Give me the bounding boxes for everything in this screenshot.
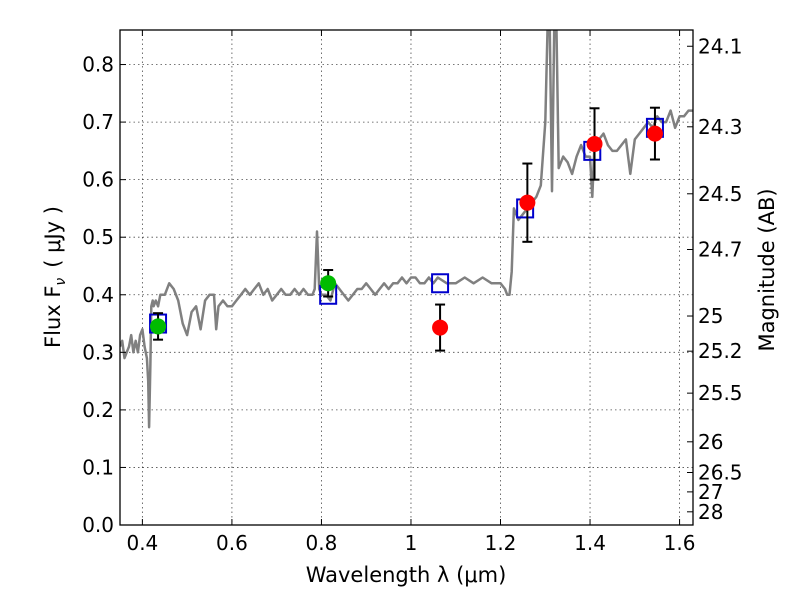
y2-tick-label: 26.5 [698,461,743,485]
y-tick-label: 0.7 [82,110,114,134]
y-tick-label: 0.8 [82,53,114,77]
spectrum-series [120,30,693,429]
y2-tick-label: 26 [698,430,723,454]
observed-point-red [586,135,603,152]
x-tick-label: 0.4 [126,531,158,555]
y2-tick-label: 24.3 [698,115,743,139]
y-tick-label: 0.0 [82,513,114,537]
y-tick-label: 0.2 [82,398,114,422]
y2-tick-label: 28 [698,500,723,524]
y2-axis-label: Magnitude (AB) [755,188,779,351]
axis-labels: Wavelength λ (μm) Flux Fν ( μJy ) Magnitu… [41,188,779,587]
y-tick-label: 0.3 [82,340,114,364]
observed-point-red [646,125,663,142]
y2-tick-label: 24.7 [698,238,743,262]
axis-ticks: 0.4 0.6 0.8 1 1.2 1.4 1.6 0.0 0.1 0.2 0.3 0.4 0.5 0.6… [82,30,743,555]
y-tick-label: 0.4 [82,283,114,307]
y-axis-label: Flux Fν ( μJy ) [41,206,69,348]
observed-point-red [432,319,449,336]
y-tick-label: 0.1 [82,455,114,479]
observed-points-series [150,106,663,352]
x-tick-label: 1.2 [485,531,517,555]
plot-frame [119,29,694,526]
y-tick-label: 0.5 [82,225,114,249]
x-axis-label: Wavelength λ (μm) [306,563,507,587]
x-tick-label: 1 [405,531,418,555]
x-tick-label: 1.4 [574,531,606,555]
y2-tick-label: 27 [698,480,723,504]
spectrum-line [120,30,693,429]
y2-tick-label: 25 [698,304,723,328]
observed-point-green [150,318,167,335]
grid [120,30,693,526]
y2-tick-label: 25.5 [698,381,743,405]
y-tick-label: 0.6 [82,168,114,192]
model-box-marker [431,273,450,294]
x-tick-label: 0.6 [216,531,248,555]
y2-tick-label: 24.5 [698,182,743,206]
y2-tick-label: 25.2 [698,339,743,363]
y-axis-label-unit: ( μJy ) [41,206,65,268]
y-axis-label-sub: ν [53,278,69,286]
y-axis-label-prefix: Flux F [41,286,65,348]
model-box-series [149,117,664,334]
y2-tick-label: 24.1 [698,34,743,58]
x-tick-label: 0.8 [306,531,338,555]
observed-point-green [320,275,337,292]
observed-point-red [519,194,536,211]
x-tick-label: 1.6 [664,531,696,555]
